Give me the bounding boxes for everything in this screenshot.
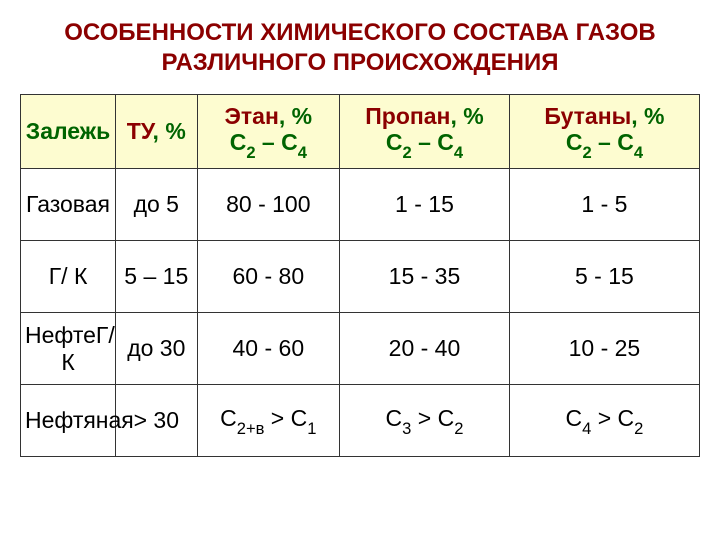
col-header-0: Залежь (21, 95, 116, 169)
col-header-3: Пропан, %C2 – C4 (340, 95, 510, 169)
composition-table: ЗалежьТУ, %Этан, %C2 – C4Пропан, %C2 – C… (20, 94, 700, 457)
row-cell: 15 - 35 (340, 241, 510, 313)
col-header-4: Бутаны, %C2 – C4 (509, 95, 699, 169)
row-label: Нефтяная (21, 385, 116, 457)
row-cell: 40 - 60 (197, 313, 340, 385)
row-cell: 1 - 15 (340, 169, 510, 241)
row-cell: C2+в > C1 (197, 385, 340, 457)
row-label: Газовая (21, 169, 116, 241)
row-label: НефтеГ/ К (21, 313, 116, 385)
table-header-row: ЗалежьТУ, %Этан, %C2 – C4Пропан, %C2 – C… (21, 95, 700, 169)
row-tu: до 5 (116, 169, 197, 241)
title-line2: РАЗЛИЧНОГО ПРОИСХОЖДЕНИЯ (162, 49, 559, 76)
row-label: Г/ К (21, 241, 116, 313)
col-header-1: ТУ, % (116, 95, 197, 169)
row-cell: 1 - 5 (509, 169, 699, 241)
table-row: НефтеГ/ Кдо 3040 - 6020 - 4010 - 25 (21, 313, 700, 385)
row-cell: 5 - 15 (509, 241, 699, 313)
table-row: Г/ К5 – 1560 - 8015 - 355 - 15 (21, 241, 700, 313)
title-line1: ОСОБЕННОСТИ ХИМИЧЕСКОГО СОСТАВА ГАЗОВ (64, 19, 656, 46)
table-row: Нефтяная> 30C2+в > C1C3 > C2C4 > C2 (21, 385, 700, 457)
row-tu: 5 – 15 (116, 241, 197, 313)
table-row: Газоваядо 580 - 1001 - 151 - 5 (21, 169, 700, 241)
row-cell: 10 - 25 (509, 313, 699, 385)
row-cell: 80 - 100 (197, 169, 340, 241)
col-header-2: Этан, %C2 – C4 (197, 95, 340, 169)
row-cell: 20 - 40 (340, 313, 510, 385)
row-cell: 60 - 80 (197, 241, 340, 313)
row-tu: до 30 (116, 313, 197, 385)
page-title: ОСОБЕННОСТИ ХИМИЧЕСКОГО СОСТАВА ГАЗОВ РА… (20, 18, 700, 78)
row-cell: C3 > C2 (340, 385, 510, 457)
row-cell: C4 > C2 (509, 385, 699, 457)
